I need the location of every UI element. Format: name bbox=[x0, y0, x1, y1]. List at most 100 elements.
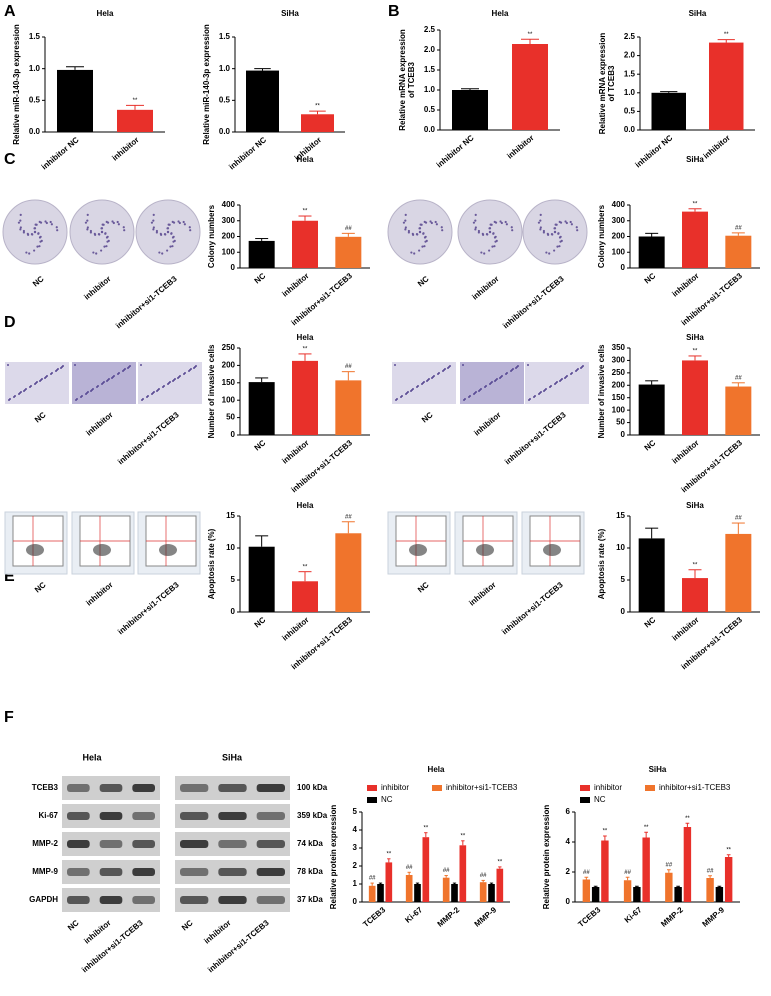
cell bbox=[74, 364, 76, 366]
legend-label: inhibitor+si1-TCEB3 bbox=[659, 783, 731, 792]
colony bbox=[19, 228, 22, 231]
colony bbox=[542, 229, 546, 233]
colony bbox=[483, 252, 486, 255]
image-label: inhibitor+si1-TCEB3 bbox=[116, 410, 181, 467]
cell bbox=[142, 398, 144, 400]
cell-cluster bbox=[26, 544, 44, 556]
x-tick-label: NC bbox=[643, 438, 658, 452]
blot-band bbox=[132, 868, 155, 876]
cell bbox=[14, 395, 16, 397]
colony bbox=[510, 226, 513, 229]
blot-cell-line: SiHa bbox=[222, 752, 243, 762]
chart-title: SiHa bbox=[686, 155, 704, 164]
panel-letter: F bbox=[4, 709, 14, 726]
colony bbox=[558, 236, 562, 239]
legend-swatch bbox=[645, 785, 655, 791]
legend-label: inhibitor bbox=[381, 783, 409, 792]
x-tick-label: NC bbox=[643, 615, 658, 629]
cell bbox=[62, 365, 64, 367]
colony bbox=[550, 233, 554, 236]
colony bbox=[537, 221, 541, 224]
legend-label: inhibitor+si1-TCEB3 bbox=[446, 783, 518, 792]
colony bbox=[19, 219, 22, 222]
bar bbox=[117, 109, 153, 132]
cell bbox=[556, 381, 558, 383]
y-tick-label: 0.5 bbox=[219, 95, 231, 104]
y-tick-label: 0.0 bbox=[424, 125, 436, 134]
cell bbox=[496, 378, 498, 380]
cell-cluster bbox=[93, 544, 111, 556]
colony bbox=[491, 245, 494, 248]
cell bbox=[417, 385, 419, 387]
y-tick-label: 150 bbox=[222, 378, 236, 387]
cell bbox=[529, 398, 531, 400]
blot-band bbox=[67, 812, 90, 820]
colony bbox=[402, 221, 406, 224]
colony bbox=[569, 220, 572, 224]
bar bbox=[682, 578, 708, 612]
protein-label: MMP-9 bbox=[32, 867, 58, 876]
colony bbox=[557, 232, 560, 235]
cell bbox=[174, 378, 176, 380]
cell bbox=[571, 372, 573, 374]
colony bbox=[474, 219, 477, 222]
x-tick-label: inhibitor NC bbox=[40, 135, 81, 171]
colony bbox=[539, 226, 542, 229]
colony bbox=[548, 252, 551, 255]
bar bbox=[301, 114, 334, 132]
cell bbox=[412, 388, 414, 390]
cell bbox=[179, 375, 181, 377]
cell bbox=[512, 368, 514, 370]
cell bbox=[76, 398, 78, 400]
colony bbox=[413, 252, 416, 255]
y-axis-label: Relative mRNA expression bbox=[598, 33, 607, 135]
colony bbox=[102, 223, 105, 226]
colony bbox=[490, 223, 493, 226]
colony bbox=[106, 240, 109, 243]
cell bbox=[396, 398, 398, 400]
colony bbox=[415, 233, 419, 236]
y-tick-label: 0.5 bbox=[624, 107, 636, 116]
blot-band bbox=[218, 840, 247, 848]
y-tick-label: 4 bbox=[353, 825, 358, 834]
colony bbox=[553, 230, 557, 234]
colony bbox=[418, 230, 422, 234]
y-axis-label: Number of invasive cells bbox=[207, 344, 216, 438]
y-tick-label: 0.0 bbox=[624, 125, 636, 134]
colony bbox=[488, 230, 492, 234]
colony bbox=[488, 227, 492, 230]
y-tick-label: 100 bbox=[612, 247, 626, 256]
colony bbox=[25, 251, 28, 254]
bar bbox=[715, 887, 724, 902]
y-tick-label: 50 bbox=[226, 413, 235, 422]
bar bbox=[651, 92, 686, 130]
colony bbox=[152, 219, 155, 222]
significance-label: ## bbox=[666, 862, 673, 868]
cell bbox=[103, 381, 105, 383]
colony bbox=[112, 221, 115, 225]
bar bbox=[459, 845, 467, 902]
colony bbox=[189, 229, 192, 232]
colony bbox=[423, 236, 427, 239]
y-tick-label: 100 bbox=[222, 395, 236, 404]
y-tick-label: 350 bbox=[612, 343, 626, 352]
legend-swatch bbox=[367, 785, 377, 791]
colony bbox=[418, 249, 421, 252]
bar bbox=[623, 880, 632, 902]
bar bbox=[248, 240, 275, 268]
colony bbox=[404, 228, 407, 231]
bar bbox=[512, 44, 548, 130]
y-axis-label: Relative miR-140-3p expression bbox=[202, 24, 211, 145]
cell bbox=[46, 375, 48, 377]
cell bbox=[444, 368, 446, 370]
colony bbox=[84, 221, 88, 224]
y-tick-label: 250 bbox=[222, 343, 236, 352]
significance-label: ** bbox=[644, 825, 649, 831]
y-tick-label: 0.0 bbox=[219, 127, 231, 136]
colony bbox=[424, 240, 427, 243]
blot-band bbox=[99, 812, 123, 820]
colony bbox=[92, 251, 95, 254]
significance-label: ## bbox=[345, 364, 352, 370]
significance-label: ## bbox=[735, 516, 742, 522]
chart-title: Hela bbox=[297, 501, 314, 510]
